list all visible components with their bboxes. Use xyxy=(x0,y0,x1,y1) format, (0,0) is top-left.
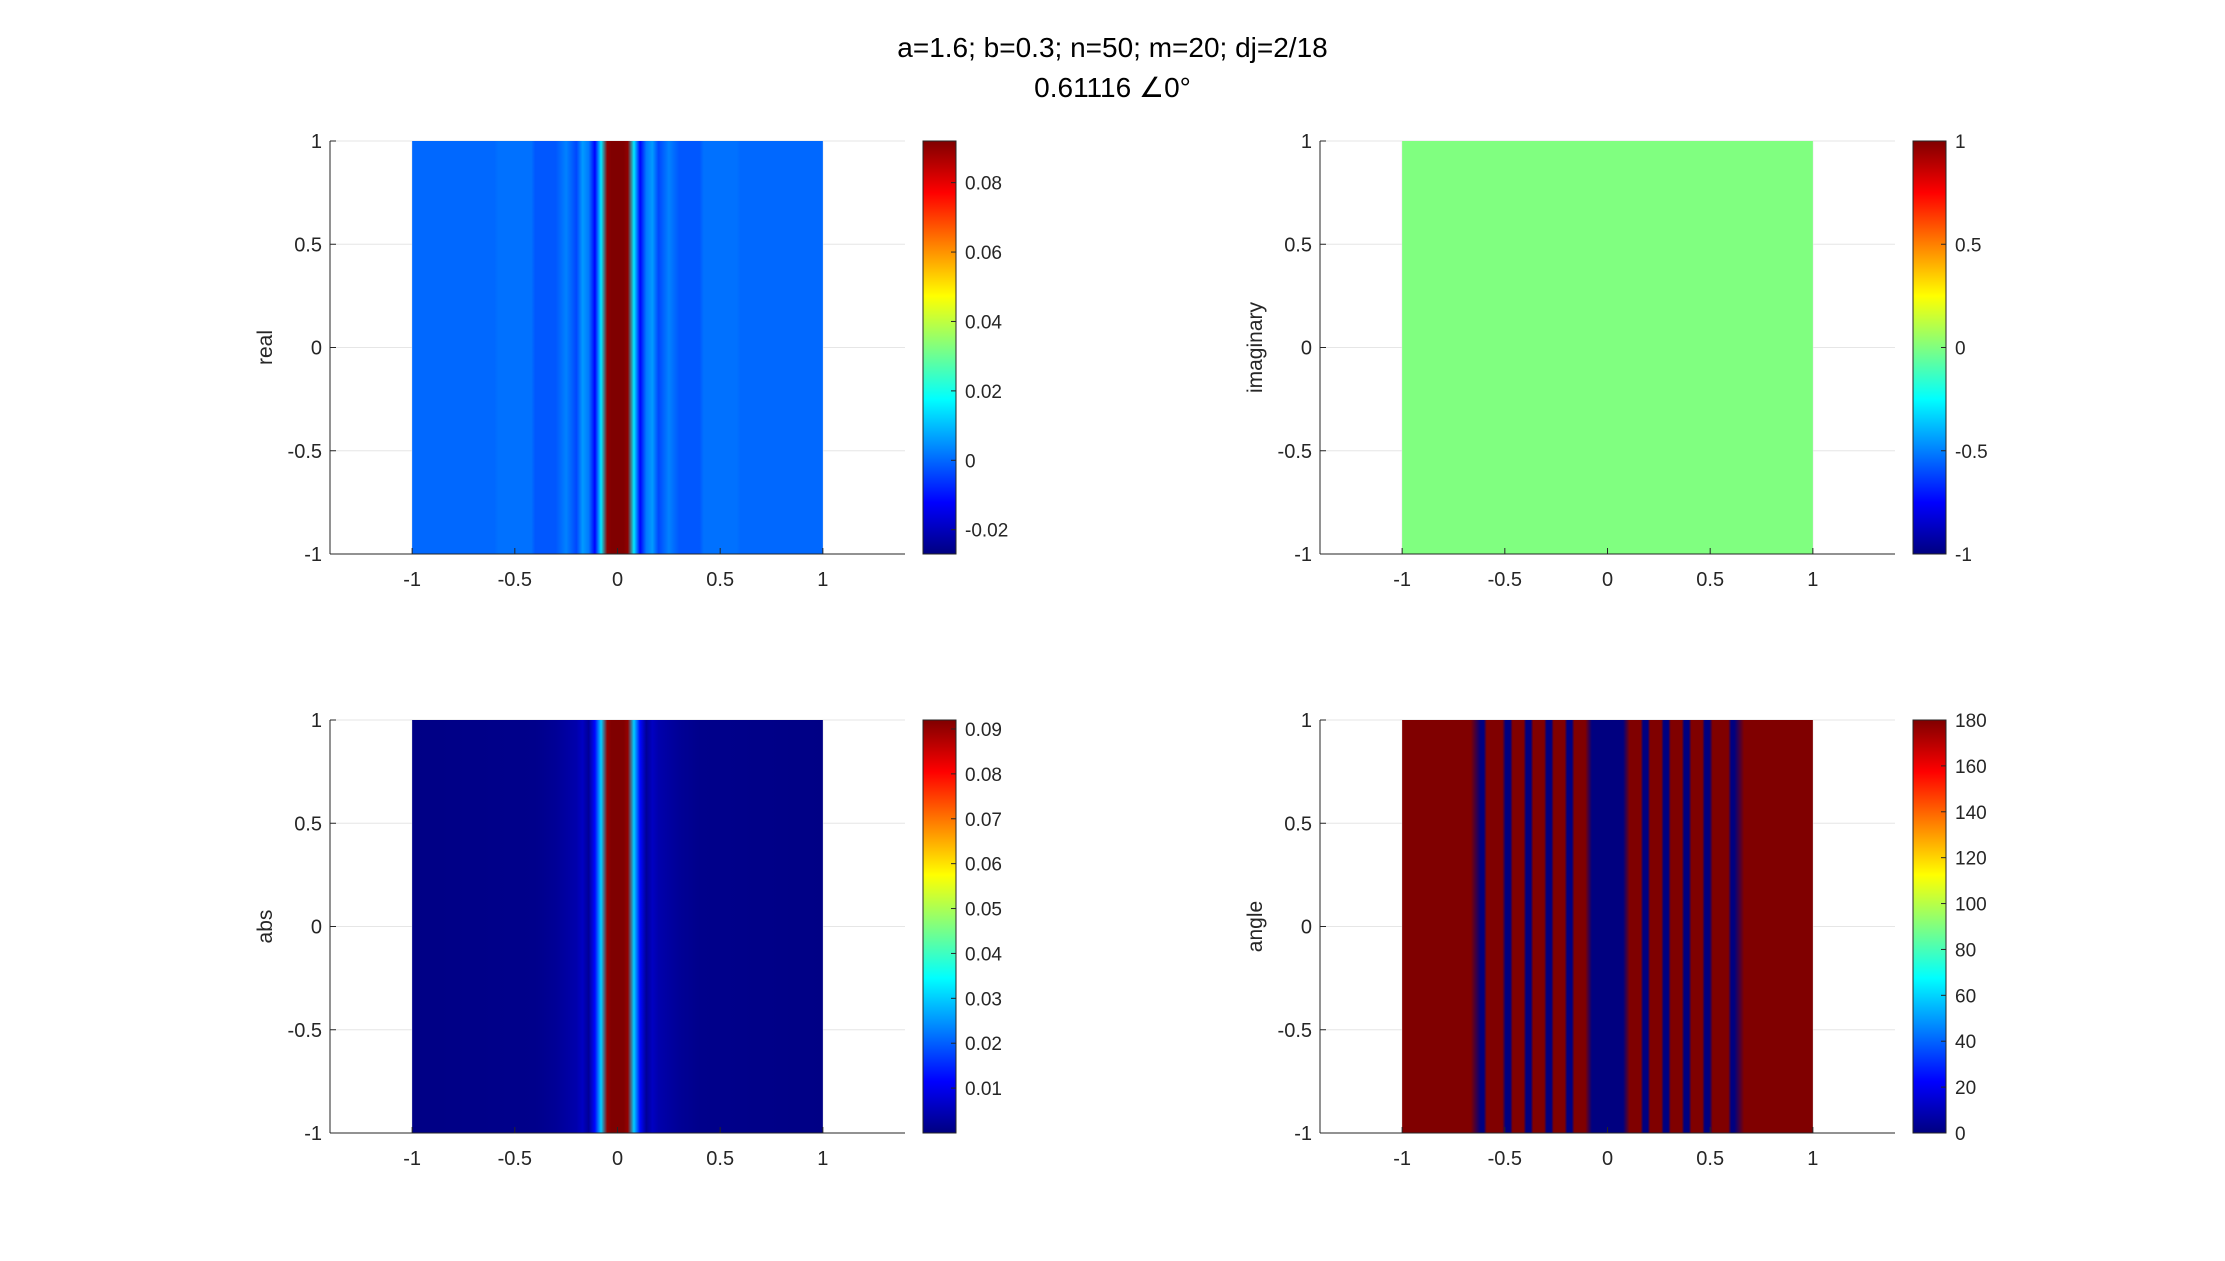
y-tick-label: -1 xyxy=(1294,1123,1312,1145)
colorbar-tick-label: 100 xyxy=(1955,895,1987,916)
x-tick-label: 0.5 xyxy=(1696,1148,1724,1170)
y-tick-label: 0.5 xyxy=(294,234,322,256)
colorbar-tick-label: 0 xyxy=(1955,339,1966,360)
colorbar-tick-label: 0.5 xyxy=(1955,235,1981,256)
x-tick-label: -1 xyxy=(403,569,421,591)
colorbar-scale xyxy=(922,140,957,555)
colorbar-scale xyxy=(922,719,957,1134)
x-tick-label: 0 xyxy=(612,1148,623,1170)
x-tick-label: -1 xyxy=(1393,569,1411,591)
y-tick-label: -1 xyxy=(1294,544,1312,566)
heatmap-image xyxy=(412,720,823,1133)
colorbar-tick-label: 0.03 xyxy=(965,989,1002,1010)
colorbar: -1 -0.5 0 0.5 1 xyxy=(1912,132,1988,566)
colorbar: 0.01 0.02 0.03 0.04 0.05 0.06 0.07 0.08 0.09 xyxy=(922,719,1002,1134)
colorbar-tick-label: 180 xyxy=(1955,711,1987,732)
colorbar-tick-label: 80 xyxy=(1955,940,1976,961)
x-tick-label: 0 xyxy=(1602,569,1613,591)
y-tick-label: 0.5 xyxy=(1284,813,1312,835)
colorbar: 0 20 40 60 80 100 120 140 160 180 xyxy=(1912,711,1987,1145)
colorbar-tick-label: 0.02 xyxy=(965,1034,1002,1055)
colorbar-tick-label: 0.04 xyxy=(965,312,1002,333)
subplot-abs: -1 -0.5 0 0.5 1-1-0.500.51abs0.010.020.030.0… xyxy=(254,710,1002,1170)
colorbar-tick-label: 0.05 xyxy=(965,900,1002,921)
colorbar-tick-label: 0.04 xyxy=(965,944,1002,965)
colorbar-tick-label: 40 xyxy=(1955,1032,1976,1053)
colorbar-tick-label: 120 xyxy=(1955,849,1987,870)
colorbar-tick-label: -1 xyxy=(1955,545,1972,566)
y-tick-label: 1 xyxy=(311,131,322,153)
colorbar-tick-label: 160 xyxy=(1955,757,1987,778)
x-tick-label: 1 xyxy=(817,569,828,591)
colorbar-tick-label: 0.09 xyxy=(965,720,1002,741)
x-tick-label: 1 xyxy=(1807,1148,1818,1170)
colorbar-tick-label: -0.02 xyxy=(965,521,1008,542)
y-tick-label: -1 xyxy=(304,1123,322,1145)
heatmap-image xyxy=(1402,141,1813,554)
y-tick-label: 0.5 xyxy=(1284,234,1312,256)
colorbar-scale xyxy=(1912,719,1947,1134)
colorbar-tick-label: 0 xyxy=(965,451,976,472)
subplot-real: -1 -0.5 0 0.5 1 -1 -0.5 0 0.5 1 real -0.02 0 0.02 0.04… xyxy=(254,131,1008,591)
x-tick-label: -1 xyxy=(403,1148,421,1170)
colorbar-scale xyxy=(1912,140,1947,555)
heatmap-image xyxy=(412,141,823,554)
x-tick-label: -0.5 xyxy=(1488,569,1522,591)
colorbar: -0.02 0 0.02 0.04 0.06 0.08 xyxy=(922,140,1008,555)
x-tick-label: 1 xyxy=(817,1148,828,1170)
heatmap-image xyxy=(1402,720,1813,1133)
colorbar-tick-label: 1 xyxy=(1955,132,1966,153)
figure-title: a=1.6; b=0.3; n=50; m=20; dj=2/18 0.6111… xyxy=(0,28,2225,108)
x-tick-label: -0.5 xyxy=(1488,1148,1522,1170)
y-tick-label: 1 xyxy=(1301,710,1312,732)
y-tick-label: 1 xyxy=(1301,131,1312,153)
y-tick-label: 0 xyxy=(1301,338,1312,360)
subplot-imaginary: -1 -0.5 0 0.5 1 -1 -0.5 0 0.5 1 imaginary -1 -0.5 0 0.… xyxy=(1244,131,1988,591)
y-tick-label: 1 xyxy=(311,710,322,732)
colorbar-tick-label: 0.02 xyxy=(965,382,1002,403)
x-tick-label: -1 xyxy=(1393,1148,1411,1170)
y-tick-label: 0 xyxy=(311,338,322,360)
colorbar-tick-label: 140 xyxy=(1955,803,1987,824)
y-tick-label: 0 xyxy=(311,917,322,939)
y-tick-label: -0.5 xyxy=(1278,441,1312,463)
y-axis-label: abs xyxy=(254,910,277,944)
colorbar-tick-label: -0.5 xyxy=(1955,442,1988,463)
y-axis-label: imaginary xyxy=(1244,301,1267,393)
x-tick-label: 0.5 xyxy=(1696,569,1724,591)
x-tick-label: -0.5 xyxy=(498,569,532,591)
y-tick-label: -0.5 xyxy=(1278,1020,1312,1042)
colorbar-tick-label: 0.06 xyxy=(965,855,1002,876)
colorbar-tick-label: 0.01 xyxy=(965,1079,1002,1100)
y-tick-label: 0 xyxy=(1301,917,1312,939)
y-axis-label: real xyxy=(254,330,277,365)
x-tick-label: 1 xyxy=(1807,569,1818,591)
subplot-angle: -1 -0.5 0 0.5 1 -1 -0.5 0 0.5 1 angle 0 20 40 60 80 100 1… xyxy=(1244,710,1987,1170)
y-tick-label: -0.5 xyxy=(288,441,322,463)
colorbar-tick-label: 0.06 xyxy=(965,243,1002,264)
x-tick-label: 0 xyxy=(1602,1148,1613,1170)
y-tick-label: -1 xyxy=(304,544,322,566)
y-tick-label: -0.5 xyxy=(288,1020,322,1042)
x-tick-label: 0.5 xyxy=(706,569,734,591)
figure-title-line1: a=1.6; b=0.3; n=50; m=20; dj=2/18 xyxy=(897,32,1328,63)
x-tick-label: -0.5 xyxy=(498,1148,532,1170)
y-axis-label: angle xyxy=(1244,901,1267,952)
colorbar-tick-label: 0 xyxy=(1955,1124,1966,1145)
colorbar-tick-label: 0.08 xyxy=(965,174,1002,195)
x-tick-label: 0.5 xyxy=(706,1148,734,1170)
figure-title-line2: 0.61116 ∠0° xyxy=(1034,72,1191,103)
colorbar-tick-label: 0.08 xyxy=(965,765,1002,786)
y-tick-label: 0.5 xyxy=(294,813,322,835)
colorbar-tick-label: 60 xyxy=(1955,986,1976,1007)
x-tick-label: 0 xyxy=(612,569,623,591)
colorbar-tick-label: 0.07 xyxy=(965,810,1002,831)
colorbar-tick-label: 20 xyxy=(1955,1078,1976,1099)
